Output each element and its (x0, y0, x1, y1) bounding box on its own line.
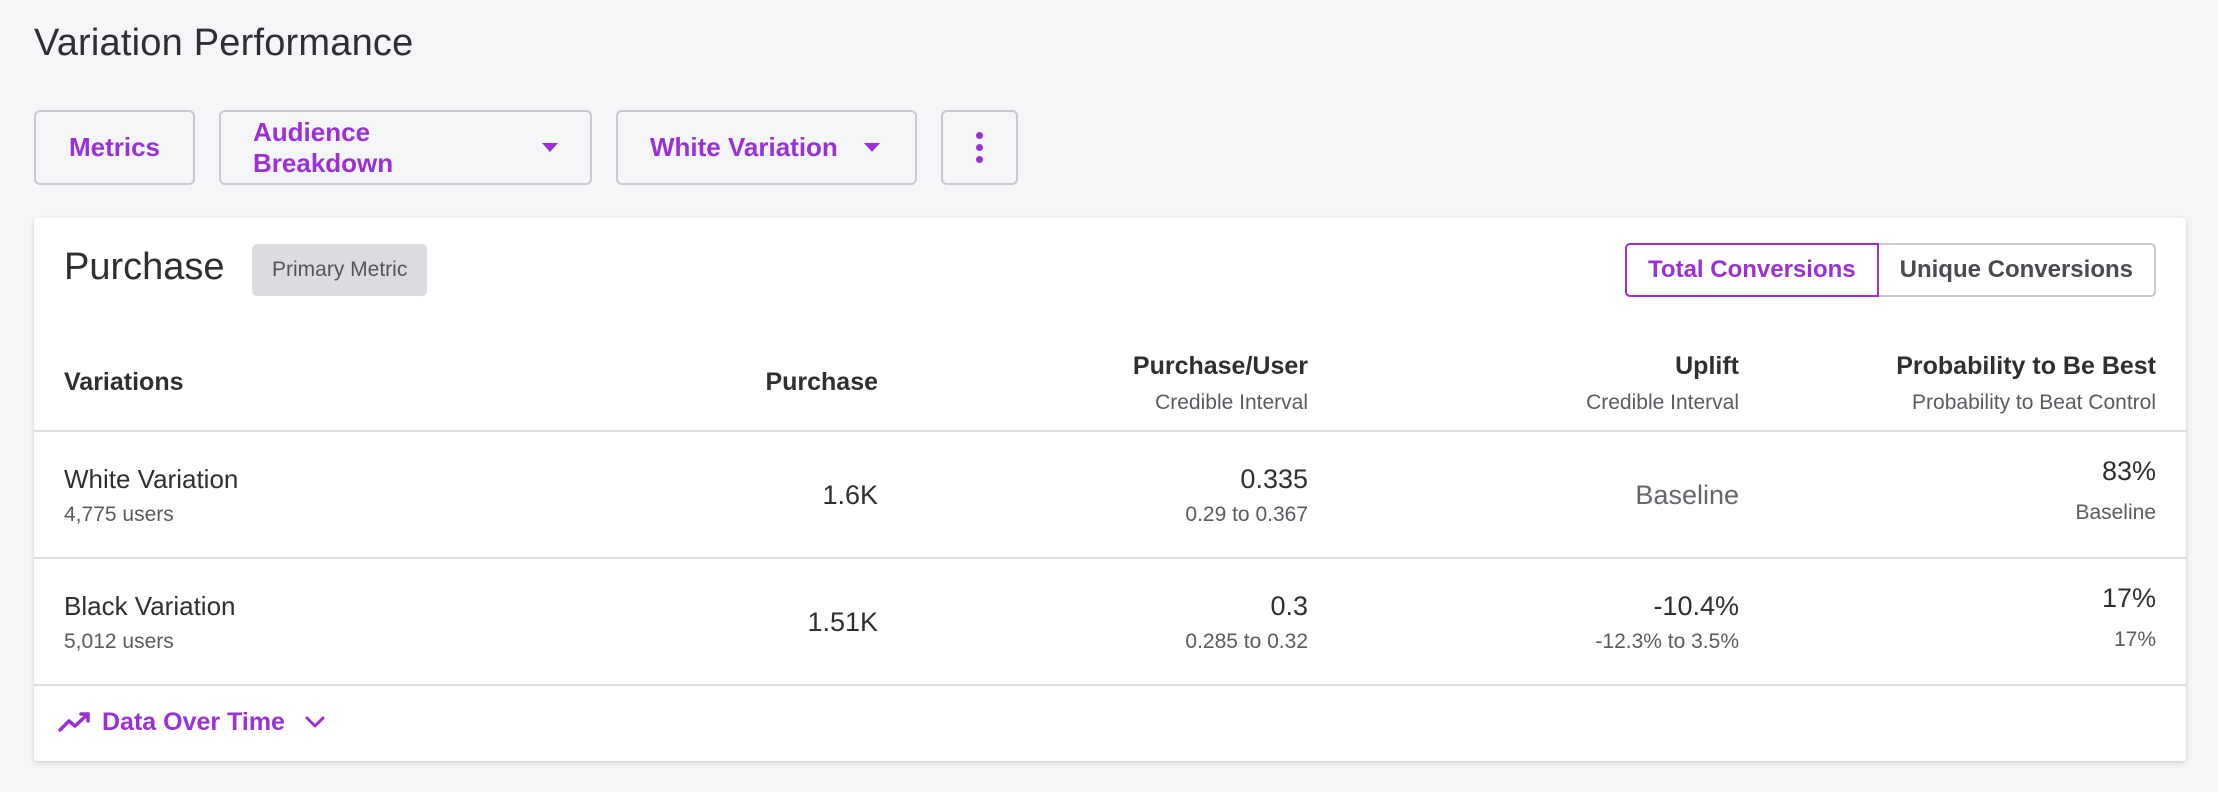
header-label: Purchase/User (1132, 352, 1308, 380)
col-uplift[interactable]: Uplift Credible Interval (1586, 352, 1739, 415)
header-sublabel: Probability to Beat Control (1912, 391, 2156, 414)
page-title: Variation Performance (34, 22, 414, 64)
uplift-ci: -12.3% to 3.5% (1595, 630, 1739, 653)
metric-title: Purchase (64, 246, 225, 288)
metric-card: Purchase Primary Metric Total Conversion… (34, 218, 2186, 761)
more-options-button[interactable] (941, 110, 1018, 185)
table-header: Variations Purchase Purchase/User Credib… (34, 330, 2186, 432)
table-row[interactable]: White Variation 4,775 users 1.6K 0.335 0… (34, 432, 2186, 559)
probability-beat-value: 17% (2113, 628, 2156, 651)
variation-cell: White Variation 4,775 users (64, 464, 238, 527)
purchase-value: 1.6K (822, 480, 878, 510)
caret-down-icon (863, 143, 880, 152)
audience-breakdown-label: Audience Breakdown (253, 116, 394, 178)
header-label: Variations (64, 368, 184, 396)
purchase-user-value: 0.3 (1270, 591, 1308, 621)
purchase-user-cell: 0.3 0.285 to 0.32 (1185, 591, 1308, 654)
metrics-button[interactable]: Metrics (34, 110, 195, 185)
caret-down-icon (542, 143, 558, 152)
chevron-down-icon (305, 716, 325, 728)
probability-best-value: 17% (2101, 583, 2156, 613)
purchase-user-cell: 0.335 0.29 to 0.367 (1185, 464, 1308, 527)
variation-users: 5,012 users (64, 630, 174, 653)
header-sublabel: Credible Interval (1155, 391, 1308, 414)
header-sublabel: Credible Interval (1586, 391, 1739, 414)
uplift-value: -10.4% (1653, 591, 1739, 621)
uplift-cell: -10.4% -12.3% to 3.5% (1595, 591, 1739, 654)
primary-metric-badge: Primary Metric (252, 244, 428, 296)
variations-table: Variations Purchase Purchase/User Credib… (34, 330, 2186, 686)
data-over-time-toggle[interactable]: Data Over Time (58, 697, 327, 747)
probability-beat-value: Baseline (2075, 501, 2156, 524)
variation-users: 4,775 users (64, 503, 174, 526)
variation-select-label: White Variation (650, 132, 838, 162)
purchase-cell: 1.6K (822, 480, 878, 511)
variation-cell: Black Variation 5,012 users (64, 591, 236, 654)
purchase-value: 1.51K (807, 607, 878, 637)
purchase-user-ci: 0.285 to 0.32 (1185, 630, 1308, 653)
purchase-cell: 1.51K (807, 607, 878, 638)
data-over-time-label: Data Over Time (102, 707, 285, 736)
metrics-button-label: Metrics (68, 132, 161, 162)
unique-conversions-tab[interactable]: Unique Conversions (1876, 243, 2156, 297)
probability-cell: 83% Baseline (2075, 456, 2156, 525)
col-purchase[interactable]: Purchase (765, 368, 878, 397)
conversion-type-toggle: Total Conversions Unique Conversions (1625, 243, 2156, 297)
header-label: Uplift (1675, 352, 1739, 380)
uplift-cell: Baseline (1635, 480, 1739, 511)
col-variations[interactable]: Variations (64, 368, 184, 397)
trend-line-icon (58, 712, 90, 732)
total-conversions-tab[interactable]: Total Conversions (1625, 243, 1879, 297)
audience-breakdown-dropdown[interactable]: Audience Breakdown (219, 110, 592, 185)
col-probability-best[interactable]: Probability to Be Best Probability to Be… (1896, 352, 2156, 415)
variation-name: White Variation (64, 464, 239, 494)
probability-cell: 17% 17% (2102, 583, 2156, 652)
probability-best-value: 83% (2101, 456, 2156, 486)
header-label: Purchase (765, 368, 878, 396)
uplift-value: Baseline (1635, 480, 1739, 510)
kebab-vertical-icon (976, 132, 983, 163)
col-purchase-user[interactable]: Purchase/User Credible Interval (1133, 352, 1308, 415)
header-label: Probability to Be Best (1896, 352, 2156, 380)
variation-name: Black Variation (64, 591, 236, 621)
toolbar: Metrics Audience Breakdown White Variati… (34, 110, 1018, 185)
variation-select-dropdown[interactable]: White Variation (616, 110, 917, 185)
purchase-user-value: 0.335 (1240, 464, 1308, 494)
purchase-user-ci: 0.29 to 0.367 (1185, 503, 1308, 526)
table-row[interactable]: Black Variation 5,012 users 1.51K 0.3 0.… (34, 559, 2186, 686)
